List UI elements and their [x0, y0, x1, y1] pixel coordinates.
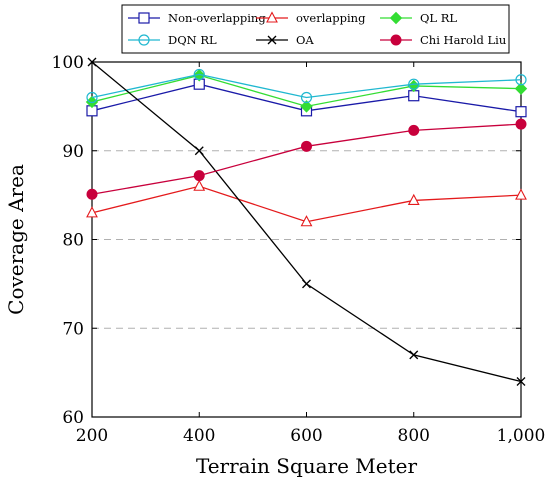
series-dqn-rl: [86, 68, 527, 104]
data-point: [408, 124, 420, 136]
series-layer: [85, 57, 528, 386]
legend-label: overlapping: [296, 11, 366, 25]
legend-box: [121, 4, 510, 54]
data-point: [193, 179, 206, 191]
y-tick-label: 100: [52, 53, 84, 73]
y-tick-label: 70: [62, 319, 84, 339]
data-point: [193, 170, 205, 182]
series-chi-harold-liu: [86, 118, 527, 200]
series-ql-rl: [85, 69, 528, 113]
legend-marker: [390, 34, 402, 46]
series-oa: [87, 57, 526, 386]
legend-label: DQN RL: [168, 33, 217, 47]
y-tick-label: 80: [62, 231, 84, 251]
data-point: [515, 74, 527, 86]
data-point: [514, 82, 528, 95]
axis-ticks: [91, 61, 522, 418]
data-point: [515, 106, 527, 118]
x-axis-title: Terrain Square Meter: [196, 454, 418, 478]
data-point: [300, 91, 313, 104]
y-axis-title: Coverage Area: [4, 164, 28, 315]
legend-marker: [389, 11, 403, 25]
data-point: [194, 146, 204, 156]
series-line: [91, 123, 522, 195]
series-overlapping: [86, 179, 527, 227]
data-point: [300, 100, 313, 113]
x-tick-label: 800: [398, 426, 430, 446]
data-point: [86, 188, 98, 200]
data-point: [87, 57, 97, 67]
data-point: [407, 193, 420, 205]
data-point: [301, 140, 312, 152]
data-point: [515, 118, 527, 130]
x-tick-label: 1,000: [497, 426, 546, 446]
x-tick-label: 600: [290, 426, 322, 446]
legend-label: QL RL: [420, 11, 457, 25]
data-point: [409, 350, 419, 360]
data-point: [86, 206, 98, 218]
data-point: [408, 90, 420, 102]
data-point: [300, 215, 313, 227]
legend-entry: QL RL: [380, 11, 457, 25]
legend-marker: [266, 11, 278, 23]
data-point: [408, 78, 420, 90]
legend-entry: Chi Harold Liu: [380, 33, 506, 47]
legend-label: OA: [296, 33, 314, 47]
legend-label: Chi Harold Liu: [420, 33, 506, 47]
legend-entry: DQN RL: [128, 33, 217, 47]
gridlines: [92, 150, 521, 329]
y-tick-label: 90: [62, 142, 84, 162]
legend-marker: [267, 35, 277, 45]
legend-entry: overlapping: [256, 11, 366, 25]
legend-entry: Non-overlapping: [128, 11, 266, 25]
legend-marker: [138, 34, 150, 46]
data-point: [515, 188, 527, 200]
tick-labels: 200 400 600 800 1,000 60 70 80 90 100: [52, 53, 546, 446]
data-point: [516, 377, 526, 386]
series-line: [91, 73, 522, 99]
y-tick-label: 60: [62, 408, 84, 428]
legend-entry: OA: [256, 33, 314, 47]
legend: Non-overlapping overlapping QL RL DQN RL OA C…: [121, 4, 510, 54]
legend-label: Non-overlapping: [168, 11, 266, 25]
data-point: [407, 79, 420, 93]
x-tick-label: 400: [183, 426, 215, 446]
data-point: [302, 279, 311, 289]
data-point: [86, 91, 98, 104]
x-tick-label: 200: [76, 426, 108, 446]
data-point: [193, 68, 205, 81]
legend-marker: [138, 12, 150, 24]
